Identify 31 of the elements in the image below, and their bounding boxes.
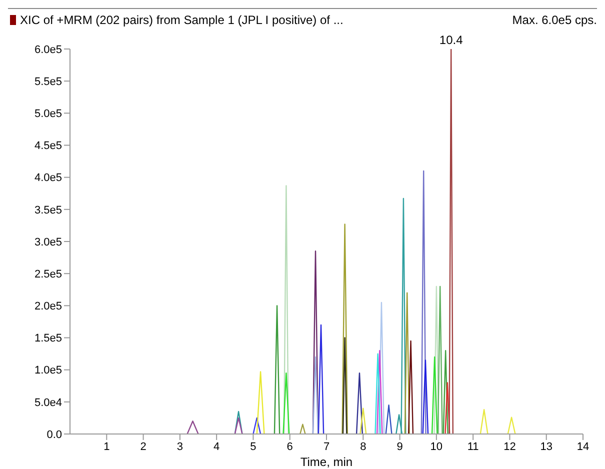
annotation: 10.4 bbox=[439, 33, 464, 47]
text: Max. 6.0e5 cps. bbox=[512, 13, 597, 27]
y-tick-label: 4.5e5 bbox=[34, 140, 62, 152]
y-tick-label: 2.0e5 bbox=[34, 300, 62, 313]
y-tick-label: 0.0 bbox=[46, 428, 62, 441]
y-tick-label: 3.5e5 bbox=[34, 204, 62, 216]
x-tick-label: 2 bbox=[140, 440, 146, 453]
x-tick-label: 11 bbox=[467, 440, 479, 453]
x-tick-label: 7 bbox=[323, 440, 330, 453]
y-tick-label: 6.0e5 bbox=[34, 44, 62, 56]
x-tick-label: 13 bbox=[540, 440, 552, 453]
y-tick-label: 5.0e4 bbox=[34, 396, 62, 409]
x-tick-label: 10 bbox=[430, 440, 443, 453]
x-tick-label: 4 bbox=[214, 440, 220, 453]
y-tick-label: 5.0e5 bbox=[34, 108, 62, 120]
x-tick-label: 8 bbox=[360, 440, 366, 453]
x-tick-label: 5 bbox=[250, 440, 256, 453]
y-tick-label: 1.0e5 bbox=[34, 364, 62, 377]
y-tick-label: 4.0e5 bbox=[34, 172, 62, 184]
x-tick-label: 9 bbox=[396, 440, 403, 453]
y-tick-label: 2.5e5 bbox=[34, 268, 62, 280]
y-tick-label: 3.0e5 bbox=[34, 236, 62, 248]
x-tick-label: 6 bbox=[286, 440, 293, 453]
x-tick-label: 12 bbox=[504, 440, 516, 453]
x-tick-label: 3 bbox=[176, 440, 183, 453]
x-tick-label: 1 bbox=[104, 440, 110, 453]
y-tick-label: 5.5e5 bbox=[34, 76, 62, 88]
y-tick-label: 1.5e5 bbox=[34, 332, 62, 345]
x-axis-title: Time, min bbox=[300, 455, 353, 469]
x-tick-label: 14 bbox=[576, 440, 590, 453]
chart-title: XIC of +MRM (202 pairs) from Sample 1 (JPL I positive) of ... bbox=[20, 13, 344, 27]
